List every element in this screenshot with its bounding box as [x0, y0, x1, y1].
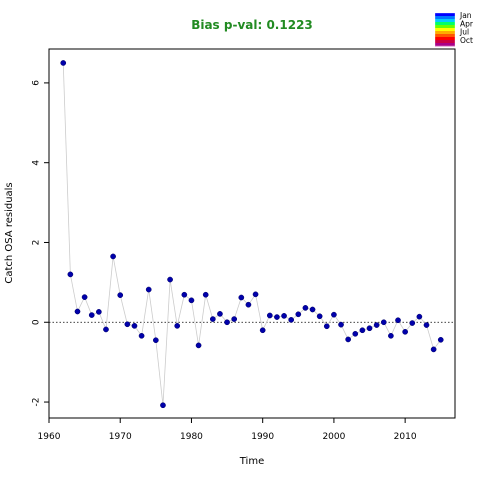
data-point	[259, 327, 266, 334]
legend-color-band	[435, 37, 455, 41]
data-point	[380, 319, 387, 326]
data-point	[359, 327, 366, 334]
series-line	[62, 62, 442, 406]
x-tick-label: 1970	[109, 432, 132, 442]
data-point	[231, 316, 238, 322]
data-point	[124, 321, 131, 328]
legend-frame	[434, 12, 456, 47]
data-point	[188, 297, 195, 304]
data-point	[195, 342, 202, 349]
data-point	[252, 291, 259, 298]
data-point	[288, 317, 295, 323]
data-point	[152, 337, 159, 344]
data-point	[110, 253, 116, 260]
data-point	[437, 336, 444, 343]
legend-color-band	[435, 31, 455, 35]
legend-label: Oct	[460, 36, 473, 45]
data-point	[423, 322, 430, 328]
data-point	[430, 346, 437, 353]
data-point	[88, 312, 95, 318]
data-point	[316, 313, 323, 320]
legend-color-band	[435, 43, 455, 47]
y-axis-label: Catch OSA residuals	[4, 182, 15, 283]
data-point	[224, 319, 230, 326]
legend-label: Apr	[460, 19, 474, 28]
chart-title: Bias p-val: 0.1223	[191, 18, 313, 32]
plot-area: 1960 1970 1980 1990 2000 2010 -2 0 2 4 6	[32, 48, 456, 442]
legend-color-band	[435, 19, 455, 23]
data-point	[345, 336, 352, 343]
data-point	[67, 271, 74, 278]
legend-color-band	[435, 34, 455, 38]
y-tick-label: 4	[32, 160, 42, 166]
data-point	[145, 286, 152, 293]
x-axis-label: Time	[239, 456, 264, 467]
data-point	[181, 291, 188, 298]
data-point	[217, 311, 223, 317]
data-point	[331, 311, 337, 318]
data-point	[202, 291, 209, 298]
data-point	[138, 332, 145, 339]
x-tick-label: 1980	[180, 432, 203, 442]
data-point	[96, 309, 102, 315]
data-point	[323, 323, 330, 330]
legend-color-band	[435, 13, 455, 17]
data-point	[352, 330, 359, 337]
x-tick-label: 2000	[322, 432, 345, 442]
data-point	[366, 325, 373, 332]
data-point	[266, 312, 273, 319]
data-point	[302, 305, 309, 311]
legend-color-band	[435, 28, 455, 32]
data-point	[60, 60, 67, 66]
data-point	[388, 332, 394, 339]
data-point	[160, 402, 166, 409]
x-tick-label: 1990	[251, 432, 274, 442]
data-point	[338, 321, 344, 328]
data-point	[167, 276, 173, 283]
legend-label: Jan	[459, 11, 472, 20]
data-point	[402, 328, 408, 335]
data-point	[103, 326, 109, 333]
data-point	[245, 301, 252, 308]
data-point	[117, 292, 124, 298]
y-tick-label: -2	[32, 398, 42, 407]
y-tick-label: 0	[32, 319, 42, 325]
legend-color-band	[435, 22, 455, 26]
data-point	[373, 322, 380, 328]
y-tick-label: 6	[32, 80, 42, 86]
legend-color-band	[435, 25, 455, 29]
data-point	[395, 317, 401, 324]
x-tick-label: 2010	[394, 432, 417, 442]
data-point	[409, 320, 416, 326]
data-point	[281, 313, 287, 319]
data-point	[309, 306, 316, 313]
legend-label: Jul	[459, 28, 469, 37]
legend-color-band	[435, 16, 455, 20]
data-point	[238, 294, 245, 301]
data-point	[209, 316, 216, 322]
data-point	[416, 313, 423, 320]
data-point	[74, 308, 81, 315]
data-point	[131, 322, 138, 329]
data-point	[174, 322, 181, 329]
data-point	[81, 294, 88, 300]
legend-color-band	[435, 40, 455, 44]
plot-frame	[48, 48, 456, 419]
y-tick-label: 2	[32, 240, 42, 246]
x-tick-label: 1960	[38, 432, 61, 442]
data-point	[274, 314, 280, 320]
data-point	[295, 311, 302, 318]
